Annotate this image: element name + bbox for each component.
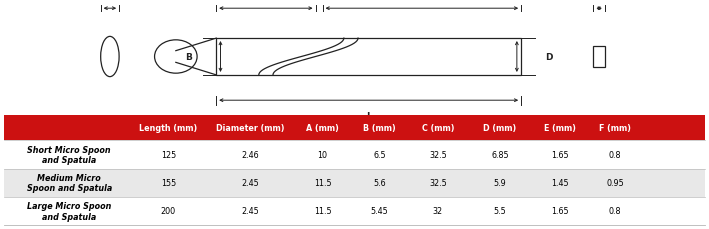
- Text: 1.65: 1.65: [552, 207, 569, 215]
- Text: 6.85: 6.85: [491, 150, 508, 159]
- Text: 155: 155: [161, 178, 176, 187]
- Text: B: B: [185, 53, 192, 62]
- Text: 2.46: 2.46: [241, 150, 259, 159]
- Text: 5.9: 5.9: [493, 178, 506, 187]
- Text: 6.5: 6.5: [373, 150, 386, 159]
- Bar: [593, 47, 605, 67]
- Text: 32: 32: [432, 207, 443, 215]
- Text: C: C: [418, 0, 425, 1]
- Bar: [4, 169, 705, 197]
- Text: 1.65: 1.65: [552, 150, 569, 159]
- Bar: [4, 141, 705, 169]
- Text: Medium Micro
Spoon and Spatula: Medium Micro Spoon and Spatula: [26, 173, 112, 193]
- Text: E (mm): E (mm): [544, 124, 576, 133]
- Text: 5.45: 5.45: [370, 207, 389, 215]
- Text: Diameter (mm): Diameter (mm): [216, 124, 284, 133]
- Text: 5.6: 5.6: [373, 178, 386, 187]
- Text: Short Micro Spoon
and Spatula: Short Micro Spoon and Spatula: [28, 145, 111, 164]
- Text: 125: 125: [161, 150, 176, 159]
- Text: L: L: [366, 111, 372, 120]
- Text: 32.5: 32.5: [429, 178, 447, 187]
- Text: Large Micro Spoon
and Spatula: Large Micro Spoon and Spatula: [27, 201, 111, 221]
- Text: B (mm): B (mm): [363, 124, 396, 133]
- Text: 0.95: 0.95: [606, 178, 624, 187]
- Text: 5.5: 5.5: [493, 207, 506, 215]
- Text: E: E: [107, 0, 113, 1]
- Text: 2.45: 2.45: [241, 207, 259, 215]
- Text: 11.5: 11.5: [314, 178, 331, 187]
- Text: C (mm): C (mm): [422, 124, 454, 133]
- Text: Length (mm): Length (mm): [139, 124, 198, 133]
- Bar: [4, 116, 705, 141]
- Text: 0.8: 0.8: [609, 150, 621, 159]
- Text: A (mm): A (mm): [306, 124, 339, 133]
- Text: 2.45: 2.45: [241, 178, 259, 187]
- Bar: [4, 197, 705, 225]
- Text: 0.8: 0.8: [609, 207, 621, 215]
- Text: D (mm): D (mm): [484, 124, 516, 133]
- Bar: [216, 39, 521, 76]
- Text: A: A: [262, 0, 269, 1]
- Text: 10: 10: [318, 150, 328, 159]
- Text: 200: 200: [161, 207, 176, 215]
- Text: F: F: [596, 0, 602, 1]
- Text: D: D: [545, 53, 553, 62]
- Text: F (mm): F (mm): [599, 124, 631, 133]
- Text: 1.45: 1.45: [552, 178, 569, 187]
- Text: 11.5: 11.5: [314, 207, 331, 215]
- Text: 32.5: 32.5: [429, 150, 447, 159]
